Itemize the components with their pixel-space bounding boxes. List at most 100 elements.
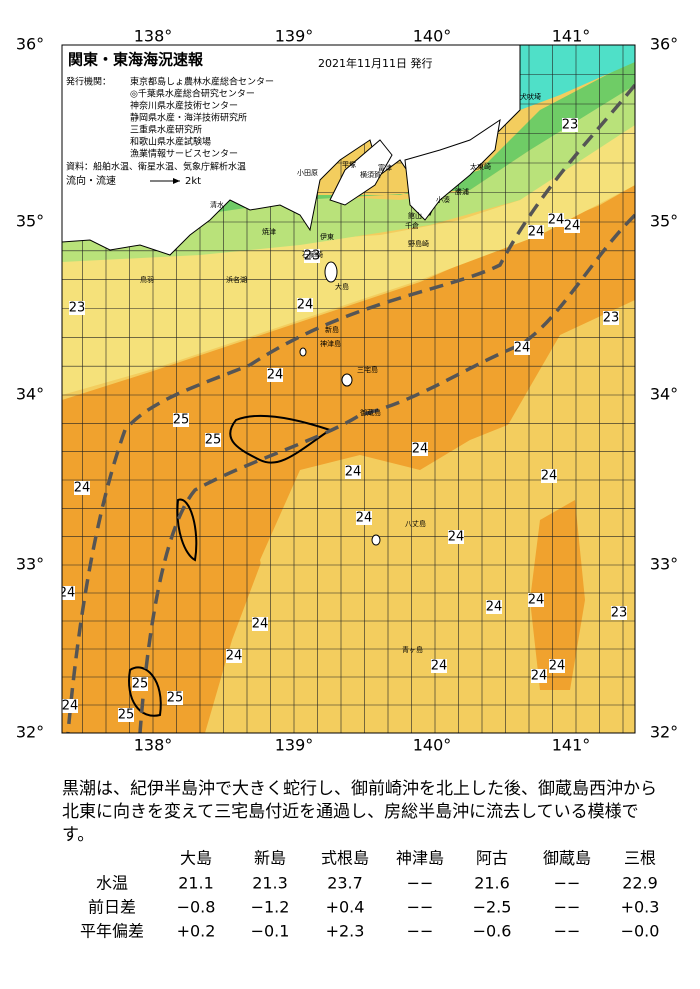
- island: [371, 534, 381, 546]
- contour-label: 24: [549, 659, 566, 674]
- contour-label-bg: [226, 649, 242, 663]
- contour-label-bg: [267, 368, 283, 382]
- table-cell: −−: [554, 874, 581, 893]
- contour-label-bg: [356, 511, 372, 525]
- issuer: 東京都島しょ農林水産総合センター: [130, 76, 274, 88]
- contour-label: 24: [226, 649, 243, 664]
- contour-label-bg: [564, 219, 580, 233]
- lon-label: 140°: [413, 27, 452, 46]
- place-name: 伊東: [320, 232, 334, 241]
- table-cell: 21.1: [178, 874, 214, 893]
- island: [341, 373, 353, 387]
- contour-label-bg: [62, 586, 75, 600]
- contour-label: 24: [514, 341, 531, 356]
- place-name: 大島: [335, 282, 349, 291]
- lon-label: 140°: [413, 736, 452, 755]
- issuer: 漁業情報サービスセンター: [130, 148, 238, 160]
- lon-label: 141°: [552, 27, 591, 46]
- lat-label: 35°: [650, 212, 678, 231]
- contour-25: [176, 498, 198, 562]
- contour-label: 24: [564, 219, 581, 234]
- contour-label: 25: [167, 691, 184, 706]
- summary-line: す。: [62, 825, 94, 845]
- place-name: 新島: [325, 325, 339, 334]
- issuer: 静岡県水産・海洋技術研究所: [130, 112, 247, 124]
- row-label: 水温: [96, 874, 128, 893]
- contour-label-bg: [562, 118, 578, 132]
- contour-label: 24: [412, 442, 429, 457]
- row-label: 前日差: [88, 898, 136, 917]
- place-name: 御蔵島: [360, 408, 381, 417]
- contour-label-bg: [304, 249, 320, 263]
- map-frame: [61, 44, 636, 734]
- lon-label: 139°: [275, 736, 314, 755]
- contour-label-bg: [541, 469, 557, 483]
- contour-label-bg: [603, 311, 619, 325]
- contour-label-bg: [412, 442, 428, 456]
- contour-label-bg: [531, 669, 547, 683]
- place-name: 青ヶ島: [402, 645, 423, 654]
- place-name: 神津島: [320, 339, 341, 348]
- place-name: 清水: [210, 200, 224, 209]
- place-name: 千倉: [405, 221, 419, 230]
- contour-label-bg: [431, 659, 447, 673]
- flow-label: 流向・流速: [66, 174, 116, 187]
- cold-area: [520, 45, 635, 110]
- flow-arrow-head: [173, 178, 180, 184]
- kuroshio-edge: [66, 83, 635, 733]
- contour-label-bg: [486, 600, 502, 614]
- contour-label: 24: [59, 586, 76, 601]
- lon-label: 138°: [134, 27, 173, 46]
- contour-label-bg: [345, 465, 361, 479]
- contour-25: [128, 666, 162, 717]
- table-cell: −2.5: [473, 898, 512, 917]
- contour-label: 23: [69, 301, 86, 316]
- table-cell: −−: [407, 874, 434, 893]
- cool-area: [260, 420, 520, 700]
- lat-label: 36°: [650, 35, 678, 54]
- contour-label: 24: [356, 511, 373, 526]
- coastal-area: [62, 120, 635, 395]
- place-name: 焼津: [262, 227, 276, 236]
- contour-label: 24: [528, 225, 545, 240]
- contour-label-bg: [132, 677, 148, 691]
- table-cell: −−: [407, 922, 434, 941]
- contour-label-bg: [549, 659, 565, 673]
- contour-label-bg: [62, 699, 78, 713]
- contour-label: 24: [528, 593, 545, 608]
- lat-label: 32°: [650, 723, 678, 742]
- contour-label-bg: [118, 708, 134, 722]
- table-header: 大島: [180, 849, 212, 868]
- title: 関東・東海海況速報: [68, 51, 204, 69]
- contour-label: 24: [531, 669, 548, 684]
- issuer-label: 発行機関：: [66, 76, 111, 88]
- issuer: 和歌山県水産試験場: [130, 136, 211, 148]
- contour-label: 25: [118, 708, 135, 723]
- place-name: 石廊崎: [302, 250, 323, 259]
- place-name: 小湊: [436, 195, 450, 204]
- contour-label-bg: [205, 433, 221, 447]
- contour-label-bg: [548, 213, 564, 227]
- table-header: 御蔵島: [543, 849, 591, 868]
- place-name: 野島崎: [408, 239, 429, 248]
- lon-label: 141°: [552, 736, 591, 755]
- table-header: 神津島: [396, 849, 444, 868]
- place-name: 八丈島: [405, 519, 426, 528]
- contour-label-bg: [514, 341, 530, 355]
- land: [329, 139, 393, 206]
- issuer: ◎千葉県水産総合研究センター: [130, 88, 255, 100]
- contour-label-bg: [252, 617, 268, 631]
- place-name: 鳥羽: [140, 275, 154, 284]
- contour-label: 23: [603, 311, 620, 326]
- contour-label: 24: [541, 469, 558, 484]
- table-cell: −0.1: [251, 922, 290, 941]
- table-cell: −1.2: [251, 898, 290, 917]
- contour-label: 24: [74, 481, 91, 496]
- place-name: 三宅島: [357, 365, 378, 374]
- place-name: 浜名湖: [226, 275, 247, 284]
- contour-label: 24: [548, 213, 565, 228]
